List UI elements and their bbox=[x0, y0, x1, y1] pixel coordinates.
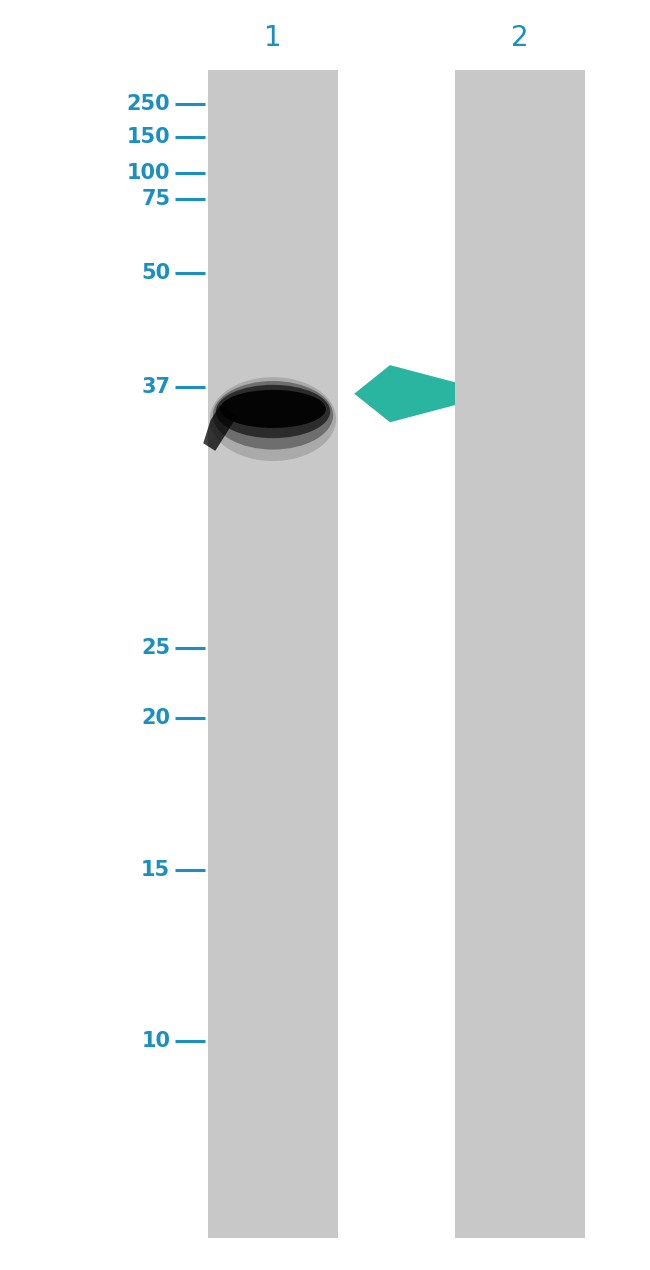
Text: 20: 20 bbox=[141, 707, 170, 728]
Text: 1: 1 bbox=[264, 24, 282, 52]
Ellipse shape bbox=[213, 381, 333, 450]
Ellipse shape bbox=[210, 377, 336, 461]
PathPatch shape bbox=[354, 366, 455, 423]
Text: 10: 10 bbox=[141, 1031, 170, 1052]
Bar bbox=[455, 70, 585, 1238]
Text: 150: 150 bbox=[127, 127, 170, 147]
PathPatch shape bbox=[203, 405, 237, 451]
Text: 25: 25 bbox=[141, 638, 170, 658]
Text: 15: 15 bbox=[141, 860, 170, 880]
Bar bbox=[208, 70, 338, 1238]
Text: 75: 75 bbox=[141, 189, 170, 210]
Ellipse shape bbox=[216, 385, 330, 438]
Text: 100: 100 bbox=[127, 163, 170, 183]
Text: 50: 50 bbox=[141, 263, 170, 283]
Text: 250: 250 bbox=[127, 94, 170, 114]
Ellipse shape bbox=[220, 390, 326, 428]
Text: 37: 37 bbox=[141, 377, 170, 398]
Text: 2: 2 bbox=[511, 24, 529, 52]
